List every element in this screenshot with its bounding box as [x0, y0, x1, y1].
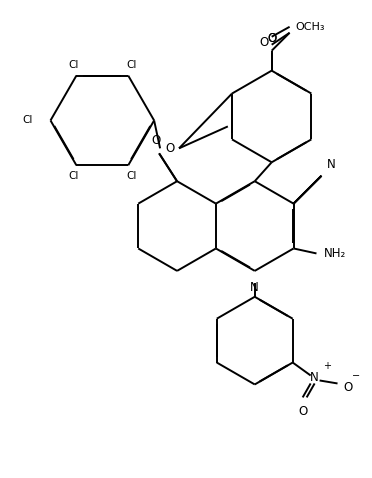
Text: OCH₃: OCH₃	[296, 22, 325, 32]
Text: O: O	[298, 405, 307, 418]
Text: O: O	[343, 381, 353, 394]
Text: Cl: Cl	[68, 171, 78, 181]
Text: O: O	[166, 142, 175, 155]
Text: +: +	[323, 360, 331, 370]
Text: O: O	[259, 36, 269, 49]
Text: O: O	[267, 32, 276, 45]
Text: O: O	[151, 134, 161, 147]
Text: −: −	[352, 371, 360, 381]
Text: N: N	[310, 371, 319, 384]
Text: N: N	[327, 158, 335, 171]
Text: NH₂: NH₂	[324, 247, 346, 260]
Text: Cl: Cl	[22, 116, 33, 125]
Text: N: N	[250, 281, 259, 294]
Text: O: O	[267, 32, 276, 45]
Text: Cl: Cl	[126, 171, 137, 181]
Text: Cl: Cl	[126, 60, 137, 70]
Text: Cl: Cl	[68, 60, 78, 70]
